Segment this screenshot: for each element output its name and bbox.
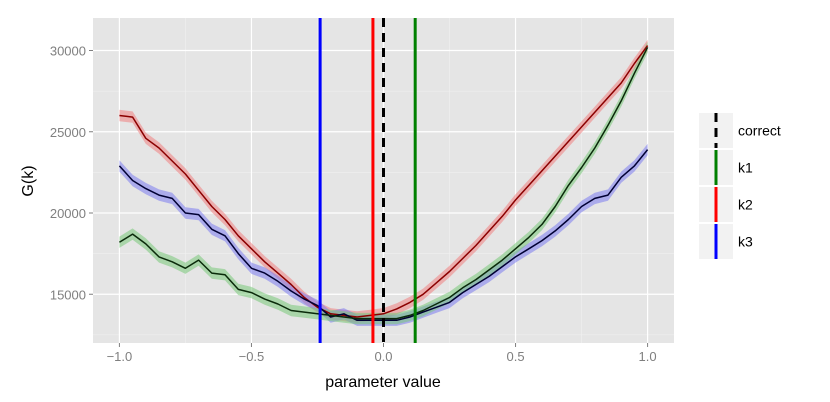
y-tick-label: 15000 xyxy=(50,287,86,302)
series-2-band xyxy=(119,143,648,326)
y-tick-label: 20000 xyxy=(50,206,86,221)
y-axis-ticks: 15000 20000 25000 30000 xyxy=(50,44,93,302)
series-1-band xyxy=(119,39,648,323)
confidence-bands xyxy=(119,39,648,326)
y-tick-label: 30000 xyxy=(50,44,86,59)
reference-lines xyxy=(318,18,417,343)
legend: correct k1 k2 k3 xyxy=(699,113,781,259)
legend-label-k1: k1 xyxy=(738,160,753,176)
y-axis-title: G(k) xyxy=(20,165,37,196)
x-tick-label: −0.5 xyxy=(239,349,265,364)
x-tick-label: 0.5 xyxy=(507,349,525,364)
x-tick-label: 1.0 xyxy=(639,349,657,364)
x-tick-label: 0.0 xyxy=(374,349,392,364)
legend-label-k2: k2 xyxy=(738,197,753,213)
series-1-line xyxy=(119,45,649,318)
x-tick-label: −1.0 xyxy=(107,349,133,364)
y-tick-label: 25000 xyxy=(50,125,86,140)
x-axis-title: parameter value xyxy=(325,374,441,391)
legend-label-k3: k3 xyxy=(738,234,753,250)
series-3-band xyxy=(119,41,648,325)
legend-label-correct: correct xyxy=(738,123,781,139)
x-axis-ticks: −1.0 −0.5 0.0 0.5 1.0 xyxy=(107,343,657,364)
